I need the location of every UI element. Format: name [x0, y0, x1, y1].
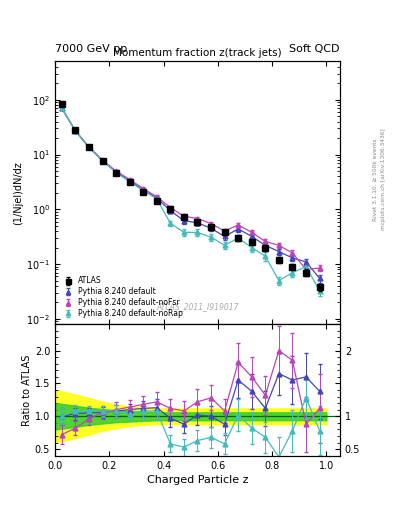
Legend: ATLAS, Pythia 8.240 default, Pythia 8.240 default-noFsr, Pythia 8.240 default-no: ATLAS, Pythia 8.240 default, Pythia 8.24…	[59, 274, 185, 321]
Y-axis label: Ratio to ATLAS: Ratio to ATLAS	[22, 354, 32, 425]
X-axis label: Charged Particle z: Charged Particle z	[147, 475, 248, 485]
Text: Rivet 3.1.10, ≥ 500k events: Rivet 3.1.10, ≥ 500k events	[373, 138, 378, 221]
Text: ATLAS_2011_I919017: ATLAS_2011_I919017	[156, 302, 239, 311]
Text: 7000 GeV pp: 7000 GeV pp	[55, 44, 127, 54]
Text: mcplots.cern.ch [arXiv:1306.3436]: mcplots.cern.ch [arXiv:1306.3436]	[381, 129, 386, 230]
Y-axis label: (1/Njel)dN/dz: (1/Njel)dN/dz	[13, 161, 24, 225]
Title: Momentum fraction z(track jets): Momentum fraction z(track jets)	[113, 48, 282, 58]
Text: Soft QCD: Soft QCD	[290, 44, 340, 54]
